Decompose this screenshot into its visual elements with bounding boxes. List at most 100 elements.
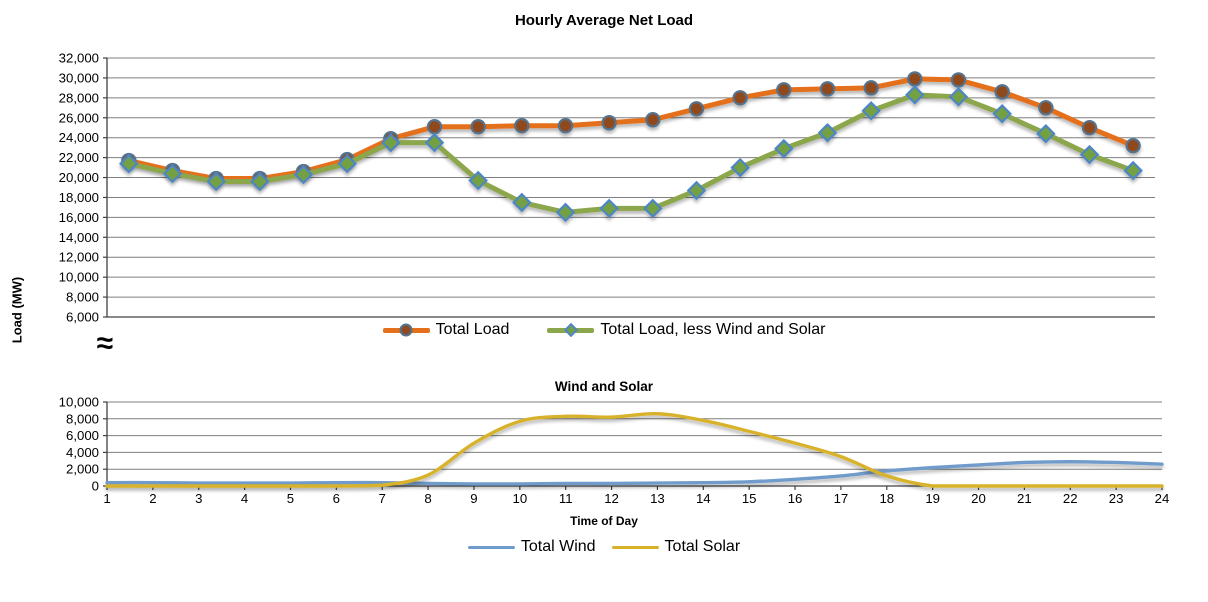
legend-label-total-wind: Total Wind bbox=[520, 538, 596, 555]
series-line bbox=[105, 459, 1164, 486]
x-tick-label: 20 bbox=[971, 491, 986, 506]
x-tick-label: 15 bbox=[742, 491, 757, 506]
legend-label-net-load: Total Load, less Wind and Solar bbox=[600, 321, 826, 338]
x-tick-label: 23 bbox=[1109, 491, 1124, 506]
circle-marker-icon bbox=[399, 323, 413, 337]
y-tick-label: 4,000 bbox=[66, 445, 99, 460]
legend-item-net-load: Total Load, less Wind and Solar bbox=[547, 321, 825, 339]
x-tick-label: 6 bbox=[333, 491, 340, 506]
circle-marker bbox=[732, 90, 748, 106]
x-tick-label: 2 bbox=[149, 491, 156, 506]
x-tick-label: 7 bbox=[379, 491, 386, 506]
x-tick-label: 10 bbox=[512, 491, 527, 506]
circle-marker bbox=[601, 115, 617, 131]
total-wind-series bbox=[105, 459, 1164, 486]
diamond-marker bbox=[861, 101, 881, 121]
diamond-marker bbox=[468, 170, 488, 191]
total-load-less-wind-and-solar-series bbox=[119, 85, 1143, 223]
x-tick-label: 1 bbox=[103, 491, 110, 506]
diamond-marker bbox=[992, 104, 1012, 124]
x-tick-label: 12 bbox=[604, 491, 619, 506]
series-line bbox=[126, 92, 1136, 215]
diamond-marker bbox=[206, 171, 226, 192]
series-line bbox=[126, 76, 1136, 182]
series-line bbox=[105, 412, 1164, 488]
diamond-marker bbox=[1123, 160, 1143, 181]
circle-marker bbox=[994, 84, 1010, 100]
diamond-marker bbox=[337, 153, 357, 174]
legend-label-total-solar: Total Solar bbox=[664, 538, 741, 555]
diamond-marker bbox=[555, 202, 576, 223]
x-tick-label: 13 bbox=[650, 491, 665, 506]
diamond-marker bbox=[250, 171, 270, 192]
diamond-marker bbox=[293, 164, 314, 185]
y-tick-label: 28,000 bbox=[59, 90, 99, 105]
circle-marker bbox=[1125, 137, 1141, 154]
circle-marker bbox=[514, 118, 530, 134]
net-load-legend: Total Load Total Load, less Wind and Sol… bbox=[0, 321, 1208, 339]
y-tick-label: 8,000 bbox=[66, 411, 99, 426]
circle-marker bbox=[426, 119, 443, 135]
circle-marker bbox=[1038, 100, 1054, 116]
x-tick-label: 22 bbox=[1063, 491, 1078, 506]
diamond-marker bbox=[119, 153, 139, 174]
total-wind-line-icon bbox=[467, 545, 515, 549]
diamond-marker bbox=[817, 122, 838, 143]
x-tick-label: 9 bbox=[470, 491, 477, 506]
diamond-marker bbox=[381, 132, 401, 153]
y-tick-label: 20,000 bbox=[59, 170, 99, 185]
net-load-line-icon bbox=[547, 322, 595, 338]
x-tick-label: 14 bbox=[696, 491, 711, 506]
legend-item-total-solar: Total Solar bbox=[611, 538, 741, 556]
diamond-marker bbox=[599, 198, 619, 219]
circle-marker bbox=[863, 80, 879, 96]
total-load-line-icon bbox=[382, 323, 430, 337]
y-tick-label: 32,000 bbox=[59, 51, 99, 66]
x-axis-label: Time of Day bbox=[570, 514, 638, 528]
diamond-marker bbox=[730, 157, 750, 178]
circle-marker bbox=[776, 82, 792, 98]
y-tick-label: 2,000 bbox=[66, 462, 99, 477]
diamond-marker bbox=[1079, 144, 1100, 165]
x-tick-label: 21 bbox=[1017, 491, 1032, 506]
x-tick-label: 11 bbox=[559, 491, 573, 506]
axis-break-symbol: ≈ bbox=[96, 327, 114, 360]
y-tick-label: 30,000 bbox=[59, 70, 99, 85]
wind-solar-legend: Total Wind Total Solar bbox=[0, 538, 1208, 556]
x-tick-label: 17 bbox=[834, 491, 849, 506]
y-tick-label: 18,000 bbox=[59, 190, 99, 205]
wind-solar-title: Wind and Solar bbox=[554, 379, 654, 394]
y-tick-label: 14,000 bbox=[59, 230, 99, 245]
x-tick-label: 16 bbox=[788, 491, 803, 506]
diamond-marker bbox=[948, 87, 969, 107]
total-load-series bbox=[121, 71, 1141, 187]
circle-marker bbox=[557, 118, 574, 134]
diamond-marker bbox=[643, 198, 663, 219]
y-tick-label: 10,000 bbox=[59, 395, 99, 410]
total-solar-series bbox=[105, 412, 1164, 488]
circle-marker bbox=[688, 101, 705, 117]
y-tick-label: 6,000 bbox=[66, 428, 99, 443]
x-tick-label: 3 bbox=[195, 491, 202, 506]
circle-marker bbox=[907, 71, 923, 87]
diamond-marker bbox=[686, 180, 707, 201]
total-solar-line-icon bbox=[611, 545, 659, 549]
legend-label-total-load: Total Load bbox=[435, 321, 510, 338]
diamond-marker bbox=[1036, 123, 1056, 144]
y-tick-label: 10,000 bbox=[59, 270, 99, 285]
x-tick-label: 18 bbox=[879, 491, 894, 506]
y-tick-label: 26,000 bbox=[59, 110, 99, 125]
circle-marker bbox=[645, 112, 661, 128]
y-tick-label: 12,000 bbox=[59, 250, 99, 265]
circle-marker bbox=[470, 119, 486, 135]
diamond-marker-icon bbox=[563, 322, 578, 338]
x-tick-label: 8 bbox=[424, 491, 431, 506]
y-tick-label: 0 bbox=[92, 479, 99, 494]
diamond-marker bbox=[905, 85, 925, 105]
y-tick-label: 24,000 bbox=[59, 130, 99, 145]
diamond-marker bbox=[774, 138, 794, 159]
net-load-title: Hourly Average Net Load bbox=[514, 12, 694, 29]
